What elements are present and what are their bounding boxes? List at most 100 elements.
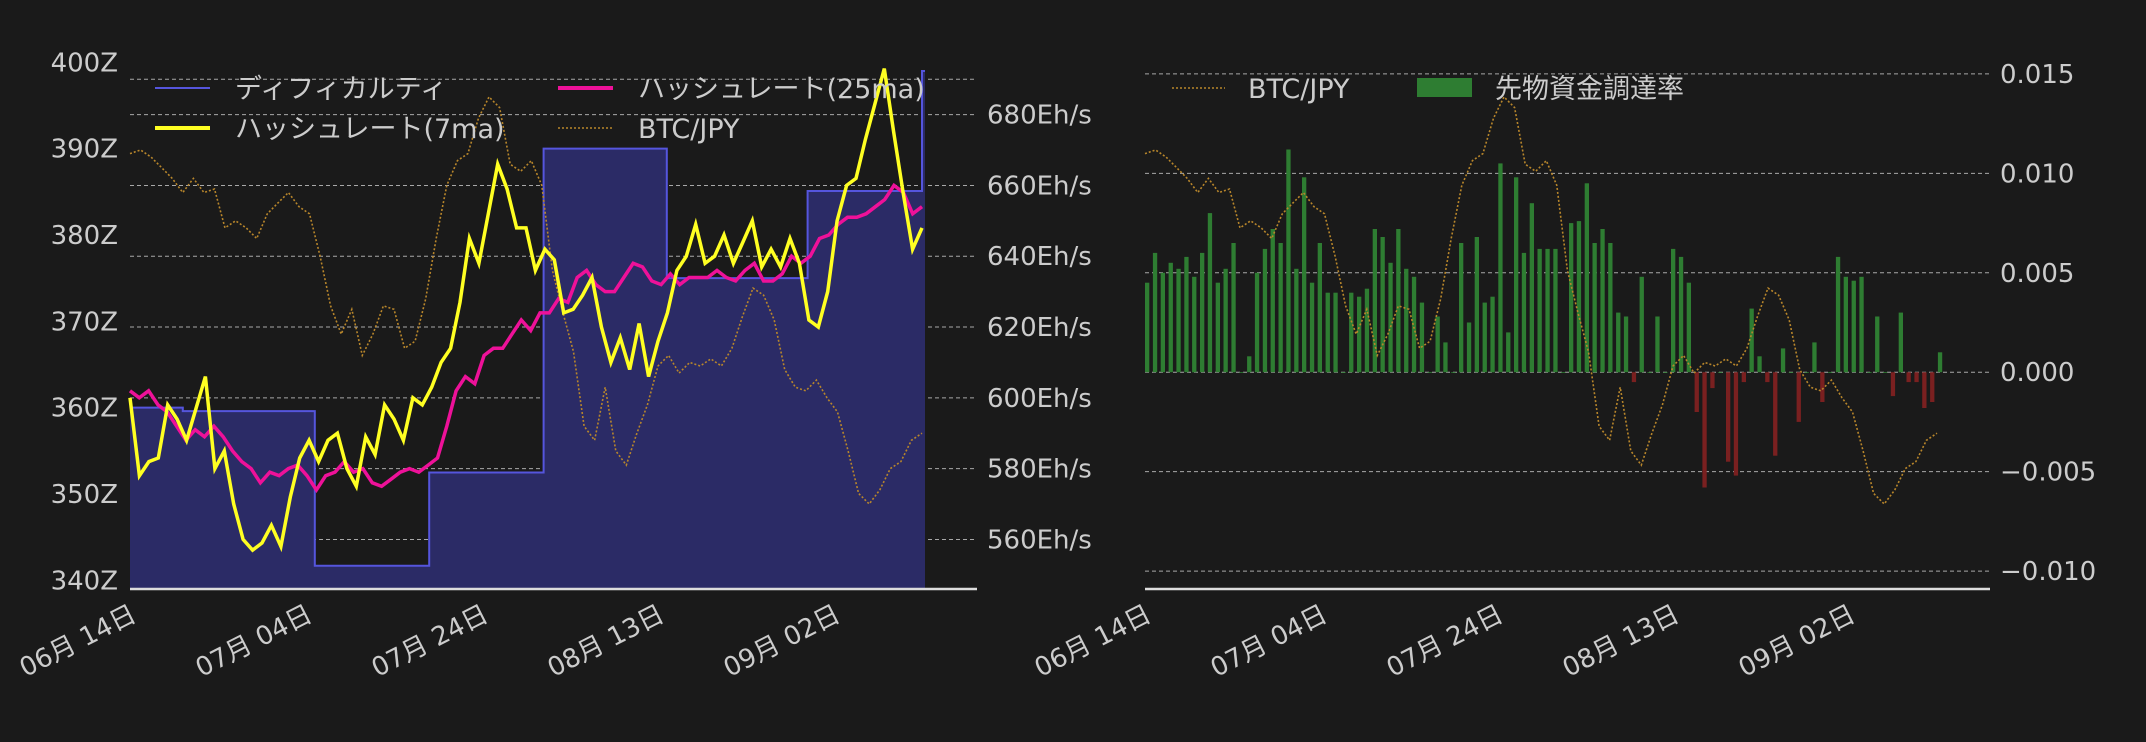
btc-jpy-line [129,95,923,506]
funding-bar [1773,372,1778,456]
hashrate-25ma-line [128,182,924,494]
right-axis-tick-560eh-s: 560Eh/s [987,525,1092,555]
funding-bar [1553,248,1558,373]
funding-bar [1828,372,1833,373]
funding-bar [1726,372,1731,462]
funding-bar [1906,372,1911,383]
funding-bar [1937,352,1943,373]
hashrate-7ma-line [128,68,924,553]
left-axis-tick-380z: 380Z [51,221,118,251]
funding-bar [1561,372,1566,373]
funding-bar [1890,372,1896,397]
funding-bar [1419,302,1425,373]
funding-bar [1843,276,1848,373]
funding-bar [1851,280,1856,373]
funding-bar [1152,252,1158,373]
funding-bar [1702,372,1707,488]
funding-bar [1247,356,1252,373]
right-axis-tick-660eh-s: 660Eh/s [987,171,1092,201]
funding-bar [1498,163,1503,373]
legend-label: BTC/JPY [1248,74,1350,105]
funding-bar [1765,372,1770,383]
funding-bar [1443,342,1448,373]
legend-label: ハッシュレート(7ma) [235,114,505,145]
funding-bar [1608,243,1613,373]
funding-bar [1930,372,1935,402]
funding-bar [1388,262,1393,373]
funding-bar [1270,229,1275,373]
right-chart-right-axis-ticks: 0.015 0.010 0.005 0.000 −0.005 −0.010 [2000,60,2096,587]
funding-bar [1867,372,1872,373]
funding-bar [1671,248,1676,373]
funding-bar [1317,243,1322,373]
funding-bar [1435,316,1440,373]
funding-bar [1184,256,1189,373]
right-axis-tick-680eh-s: 680Eh/s [987,101,1092,131]
funding-bar [1451,372,1456,373]
right-axis-tick-0-005: −0.005 [2000,458,2096,488]
funding-bar [1922,372,1927,408]
funding-bar [1262,248,1268,373]
funding-bar [1875,316,1880,373]
funding-bar [1427,372,1432,373]
left-axis-tick-400z: 400Z [51,48,118,78]
funding-bar [1192,276,1197,373]
funding-bar [1380,237,1385,373]
funding-bar [1788,372,1794,373]
funding-bar [1639,276,1644,373]
right-chart-legend: BTC/JPY 先物資金調達率 [1172,74,1684,105]
funding-bar [1780,348,1786,373]
btc-jpy-path [1144,95,1938,506]
hashrate-7ma-path [128,68,924,553]
right-axis-tick-640eh-s: 640Eh/s [987,242,1092,272]
funding-bar [1804,372,1809,373]
funding-bar [1223,268,1228,373]
funding-bar [1302,177,1307,373]
left-axis-tick-350z: 350Z [51,480,118,510]
left-chart-right-axis-ticks: 560Eh/s 580Eh/s 600Eh/s 620Eh/s 640Eh/s 660Eh… [987,101,1092,556]
funding-rate-bars [1145,149,1943,488]
funding-bar [1749,308,1754,373]
funding-bar [1176,268,1181,373]
right-chart-gridlines [1145,73,1990,572]
right-axis-tick-0-010: −0.010 [2000,557,2096,587]
right-axis-tick-0-010: 0.010 [2000,159,2074,189]
funding-bar [1309,282,1315,373]
left-chart-left-axis-ticks: 340Z 350Z 360Z 370Z 380Z 390Z 400Z [51,48,118,596]
legend-label: 先物資金調達率 [1495,74,1684,105]
left-axis-tick-390z: 390Z [51,135,118,165]
funding-bar [1820,372,1825,402]
btc-jpy-path [129,95,923,506]
funding-bar [1349,292,1354,373]
funding-bar [1239,372,1244,373]
funding-bar [1411,276,1417,373]
funding-bar [1616,312,1621,373]
left-chart-legend: ディフィカルティ ハッシュレート(25ma) ハッシュレート(7ma) BTC/JPY [155,74,925,145]
funding-bar [1404,268,1409,373]
funding-bar [1333,292,1338,373]
left-axis-tick-370z: 370Z [51,307,118,337]
funding-bar [1812,342,1817,373]
difficulty-fill [130,70,926,589]
funding-bar [1506,332,1511,373]
funding-bar [1294,268,1299,373]
btc-jpy-line [1144,95,1938,506]
funding-bar [1710,372,1715,389]
funding-bar [1592,243,1597,373]
funding-bar [1733,372,1739,476]
difficulty-step-line [130,69,926,567]
funding-bar [1584,183,1589,373]
funding-bar [1482,302,1487,373]
funding-bar [1145,282,1150,373]
funding-bar [1200,252,1205,373]
right-axis-tick-0-015: 0.015 [2000,60,2074,90]
funding-bar [1168,262,1173,373]
funding-bar [1325,292,1330,373]
funding-bar [1357,296,1362,373]
funding-bar [1914,372,1919,383]
funding-bar [1537,248,1542,373]
funding-bar [1160,272,1165,373]
right-axis-tick-580eh-s: 580Eh/s [987,455,1092,485]
funding-bar [1231,243,1236,373]
